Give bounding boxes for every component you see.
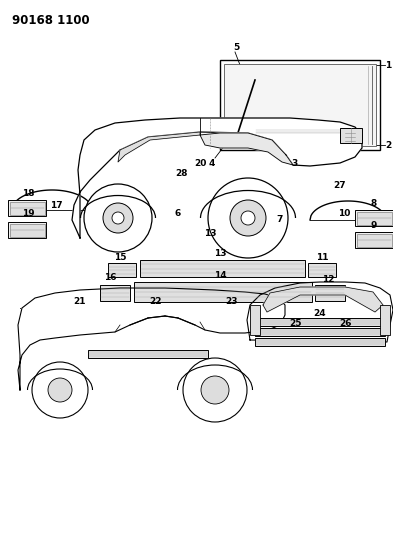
Polygon shape (200, 133, 293, 165)
Text: 13: 13 (204, 229, 216, 238)
Circle shape (241, 211, 255, 225)
Bar (255, 318, 385, 326)
Text: 13: 13 (214, 248, 226, 257)
Text: 11: 11 (316, 253, 328, 262)
Circle shape (84, 184, 152, 252)
Text: 16: 16 (104, 273, 116, 282)
Text: 27: 27 (334, 181, 346, 190)
Bar (8, 222, 46, 238)
Text: 22: 22 (149, 297, 161, 306)
Bar (8, 200, 46, 216)
Bar (356, 212, 391, 224)
Text: 4: 4 (209, 159, 215, 168)
Text: 20: 20 (194, 158, 206, 167)
Text: 6: 6 (175, 208, 181, 217)
Polygon shape (118, 132, 200, 162)
Circle shape (183, 358, 247, 422)
Text: 90168 1100: 90168 1100 (12, 14, 90, 27)
Bar (315, 285, 345, 301)
Bar (140, 260, 305, 277)
Text: 14: 14 (214, 271, 226, 279)
Text: 8: 8 (371, 199, 377, 208)
Circle shape (48, 378, 72, 402)
Text: 7: 7 (277, 215, 283, 224)
Bar (308, 263, 336, 277)
Circle shape (103, 203, 133, 233)
Text: 17: 17 (50, 200, 62, 209)
Bar (100, 285, 130, 301)
Text: 1: 1 (385, 61, 391, 69)
Text: 19: 19 (22, 209, 34, 219)
Circle shape (201, 376, 229, 404)
Text: 18: 18 (22, 190, 34, 198)
Bar (255, 128, 360, 135)
Circle shape (112, 212, 124, 224)
Bar (255, 328, 385, 336)
Bar (340, 128, 362, 143)
Text: 10: 10 (338, 209, 350, 219)
Bar (356, 233, 391, 246)
Bar (355, 232, 393, 248)
Text: 23: 23 (226, 297, 238, 306)
Bar (134, 282, 312, 302)
Text: 2: 2 (385, 141, 391, 149)
Text: 21: 21 (74, 297, 86, 306)
Text: 24: 24 (314, 310, 326, 319)
Bar (9, 201, 44, 214)
Text: 9: 9 (371, 222, 377, 230)
Circle shape (32, 362, 88, 418)
Bar (355, 210, 393, 226)
Polygon shape (247, 282, 393, 342)
Text: 25: 25 (289, 319, 301, 327)
Bar (88, 350, 208, 358)
Bar (224, 64, 376, 146)
Text: 5: 5 (233, 44, 239, 52)
Text: 26: 26 (339, 319, 351, 327)
Polygon shape (72, 118, 362, 238)
Bar (250, 305, 260, 335)
Bar (255, 338, 385, 346)
Bar (108, 263, 136, 277)
Polygon shape (263, 287, 383, 312)
Circle shape (208, 178, 288, 258)
Bar (380, 305, 390, 335)
Text: 28: 28 (176, 168, 188, 177)
Bar (9, 223, 44, 237)
Text: 15: 15 (114, 253, 126, 262)
Circle shape (230, 200, 266, 236)
Polygon shape (18, 288, 285, 390)
Bar (220, 60, 380, 150)
Text: 12: 12 (322, 274, 334, 284)
Text: 3: 3 (292, 159, 298, 168)
